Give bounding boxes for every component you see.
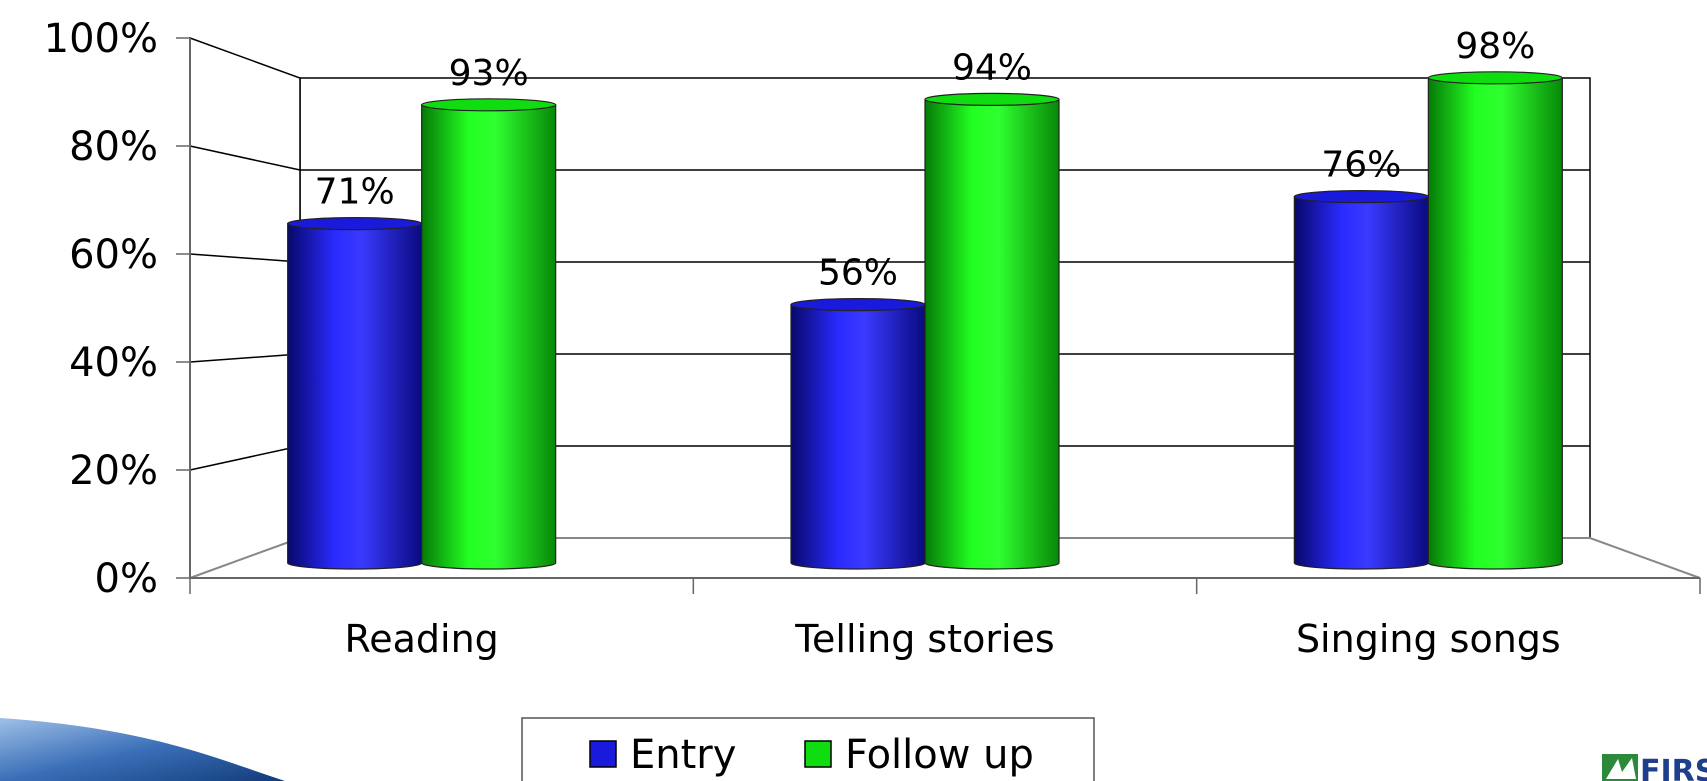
legend: Entry Follow up	[521, 717, 1095, 781]
y-tick-label: 100%	[44, 16, 158, 62]
y-tick-label: 0%	[95, 556, 158, 602]
logo-mark-leaf	[1606, 758, 1636, 779]
legend-label: Entry	[630, 732, 736, 778]
x-category-label: Reading	[345, 617, 499, 661]
bars	[287, 71, 1563, 570]
x-category-label: Singing songs	[1296, 617, 1561, 661]
first5-logo: FIRST 5	[1602, 754, 1707, 781]
data-label: 71%	[315, 172, 395, 213]
bar-top	[1293, 190, 1429, 204]
data-label: 98%	[1455, 26, 1535, 67]
gridline-side	[189, 253, 301, 263]
data-label: 93%	[449, 53, 529, 94]
data-label: 94%	[952, 47, 1032, 88]
x-axis-categories: Reading Telling stories Singing songs	[345, 617, 1561, 661]
bar-follow-up	[924, 92, 1060, 570]
y-tick-label: 80%	[69, 124, 158, 170]
y-tick-label: 40%	[69, 340, 158, 386]
y-tick-label: 60%	[69, 232, 158, 278]
bar-top	[790, 298, 926, 312]
bar-entry	[790, 298, 926, 570]
gridline-side	[189, 145, 301, 171]
bar-body	[924, 98, 1060, 570]
corner-decoration	[0, 718, 285, 781]
bar-top	[924, 92, 1060, 107]
bar-body	[790, 304, 926, 570]
bar-top	[1427, 71, 1563, 85]
legend-swatch	[804, 740, 832, 768]
legend-swatch	[589, 740, 617, 768]
data-label: 76%	[1321, 145, 1401, 186]
bar-entry	[287, 217, 423, 570]
gridline-side	[189, 445, 301, 471]
gridline-side	[189, 353, 301, 363]
bar-body	[1427, 77, 1563, 570]
bar-body	[1293, 196, 1429, 570]
y-axis-ticks: 0% 20% 40% 60% 80% 100%	[44, 16, 158, 602]
bar-follow-up	[1427, 71, 1563, 570]
bar-follow-up	[421, 98, 557, 570]
bar-entry	[1293, 190, 1429, 570]
side-wall	[189, 36, 301, 580]
logo-text: FIRST 5	[1640, 754, 1707, 781]
data-labels: 71% 93% 56% 94% 76% 98%	[315, 26, 1536, 294]
y-tick-label: 20%	[69, 448, 158, 494]
chart-axes	[176, 37, 1701, 594]
bar-body	[287, 223, 423, 570]
bar-top	[287, 217, 423, 231]
data-label: 56%	[818, 253, 898, 294]
bar-top	[421, 98, 557, 112]
bar-body	[421, 104, 557, 570]
legend-label: Follow up	[845, 732, 1034, 778]
x-category-label: Telling stories	[794, 617, 1054, 661]
